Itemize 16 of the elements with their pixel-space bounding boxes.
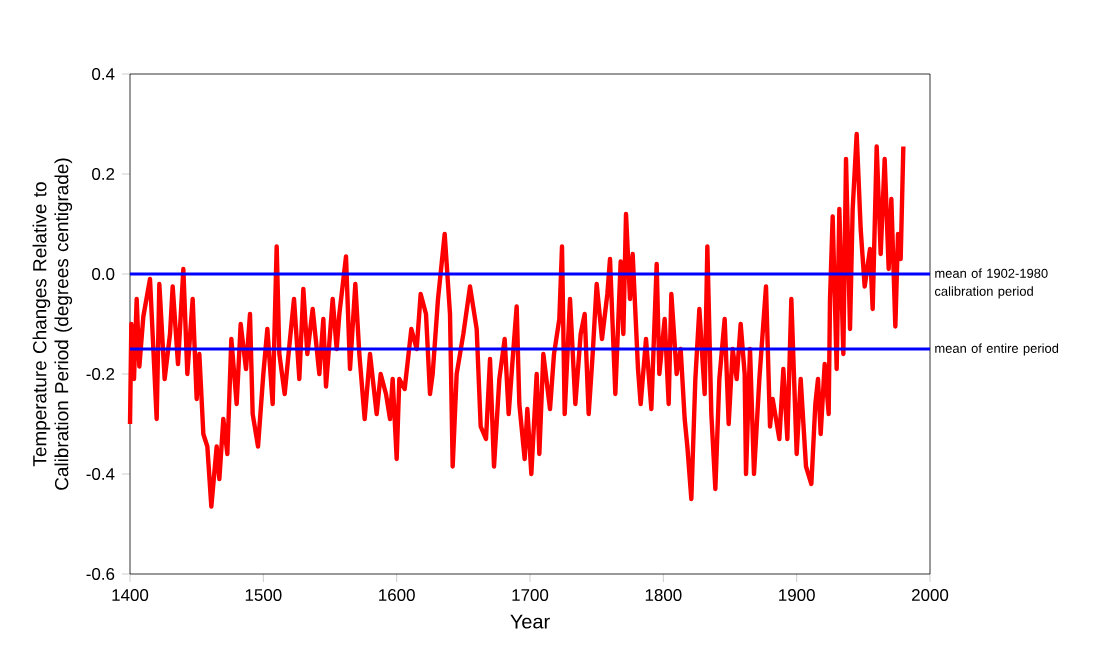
x-axis-title: Year <box>510 614 550 629</box>
line-series <box>127 131 906 509</box>
y-tick-label: 0.2 <box>92 168 115 180</box>
y-tick-label: -0.2 <box>86 368 115 380</box>
x-tick-label: 1800 <box>645 589 682 602</box>
x-tick-label: 1400 <box>112 589 149 602</box>
x-tick-label: 1900 <box>779 589 815 602</box>
x-tick-label: 2000 <box>912 589 949 602</box>
y-tick-label: 0.4 <box>92 68 115 80</box>
x-tick-label: 1500 <box>245 589 282 602</box>
y-tick-label: -0.4 <box>86 468 115 480</box>
x-tick-label: 1600 <box>379 589 415 602</box>
y-tick-label: -0.6 <box>86 568 115 580</box>
y-tick-label: 0.0 <box>92 268 115 280</box>
x-tick-label: 1700 <box>512 589 549 602</box>
y-axis-title: Temperature Changes Relative to Calibration Period (degrees centigrade) <box>32 158 73 490</box>
